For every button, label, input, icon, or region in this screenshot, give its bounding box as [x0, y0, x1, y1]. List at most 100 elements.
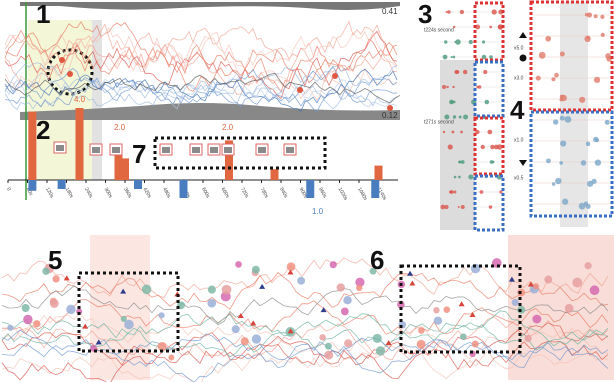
event-dot — [448, 190, 452, 194]
focus-box — [77, 271, 180, 353]
event-dot — [251, 334, 262, 344]
event-marker — [63, 275, 70, 281]
event-marker — [409, 280, 416, 286]
event-dot — [585, 141, 591, 147]
event-dot — [453, 175, 457, 179]
event-dot — [593, 14, 598, 19]
trace-line — [1, 257, 609, 299]
event-dot — [455, 39, 461, 45]
event-dot — [459, 9, 465, 15]
trace-line — [1, 324, 609, 358]
event-dot — [538, 51, 546, 59]
event-dot — [460, 205, 465, 209]
trace-line — [4, 21, 398, 75]
event-dot — [496, 144, 503, 150]
event-dot — [207, 298, 217, 308]
event-dot — [480, 144, 485, 150]
bar — [75, 108, 84, 180]
event-marker — [385, 340, 392, 346]
event-dot — [340, 307, 349, 316]
event-dot — [355, 277, 365, 287]
panel-label: 5 — [48, 245, 62, 275]
event-dot — [447, 144, 453, 150]
bar — [374, 165, 383, 180]
thumbnail-image — [210, 147, 218, 153]
event-dot — [157, 341, 167, 351]
event-dot — [445, 10, 448, 14]
event-dot — [488, 205, 493, 209]
event-dot — [482, 40, 486, 44]
event-dot — [460, 130, 463, 134]
thumbnail-image — [286, 147, 294, 153]
tick-label: 420s — [142, 187, 153, 200]
event-dot — [586, 12, 593, 18]
event-dot — [489, 25, 492, 29]
event-dot — [286, 262, 296, 271]
event-dot — [460, 160, 465, 164]
row-label: t224s second — [424, 27, 454, 33]
min-band — [20, 103, 400, 120]
event-dot — [551, 77, 556, 82]
annotation: 2.0 — [222, 123, 234, 132]
event-dot — [141, 284, 152, 295]
event-dot — [559, 97, 564, 102]
trace-line — [1, 310, 609, 347]
tick-label: 840s — [278, 187, 289, 200]
event-marker — [250, 320, 257, 326]
event-dot — [21, 304, 30, 313]
event-dot — [559, 115, 565, 121]
axis-icon — [519, 54, 527, 62]
event-dot — [481, 54, 487, 60]
event-marker — [458, 301, 465, 307]
event-dot — [532, 283, 540, 290]
focus-box — [473, 1, 505, 62]
thumbnail-image — [162, 147, 170, 153]
event-dot — [572, 277, 583, 288]
event-dot — [452, 100, 456, 104]
event-dot — [387, 105, 393, 111]
event-dot — [484, 99, 490, 105]
event-dot — [444, 40, 448, 44]
tick-label: 480s — [161, 187, 172, 200]
event-dot — [440, 204, 446, 210]
event-dot — [344, 339, 353, 348]
event-dot — [33, 320, 41, 328]
event-dot — [554, 72, 559, 78]
bar — [225, 140, 233, 180]
tick-label: 360s — [122, 187, 133, 200]
event-dot — [444, 204, 449, 210]
tick-label: 240s — [83, 187, 94, 200]
event-dot — [453, 190, 457, 194]
event-dot — [433, 307, 440, 314]
event-dot — [454, 40, 457, 44]
event-dot — [451, 130, 455, 134]
event-dot — [499, 190, 503, 194]
thumbnail-image — [224, 147, 232, 153]
bar — [28, 111, 37, 180]
event-dot — [454, 69, 459, 75]
panel-label: 3 — [418, 0, 432, 29]
event-dot — [375, 346, 386, 356]
event-dot — [418, 327, 425, 334]
event-dot — [487, 129, 493, 135]
event-dot — [468, 174, 474, 180]
focus-box — [529, 110, 614, 218]
event-dot — [452, 85, 455, 89]
event-dot — [559, 94, 564, 99]
event-dot — [332, 73, 338, 79]
max-band — [20, 2, 400, 10]
event-dot — [586, 180, 594, 187]
event-dot — [490, 144, 495, 150]
event-dot — [559, 161, 564, 165]
event-dot — [240, 337, 249, 346]
event-marker — [287, 328, 294, 334]
event-dot — [450, 55, 453, 59]
event-dot — [452, 25, 456, 29]
event-dot — [235, 261, 242, 268]
event-dot — [221, 284, 232, 295]
event-dot — [479, 190, 484, 194]
event-dot — [372, 333, 382, 343]
bar — [121, 158, 129, 180]
event-dot — [66, 304, 76, 315]
